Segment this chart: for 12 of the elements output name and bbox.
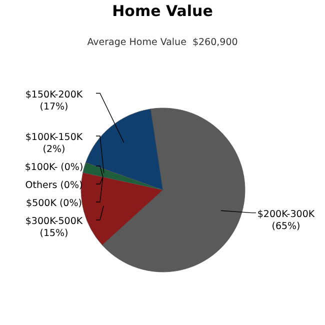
chart-subtitle: Average Home Value $260,900 [87, 37, 238, 48]
data-label: (65%) [272, 220, 300, 232]
chart-title: Home Value [112, 2, 213, 20]
category-label: $500K (0%) [26, 198, 82, 209]
slice-label: $150K-200K [25, 89, 84, 100]
legend-label: $100K- (0%) [24, 162, 84, 173]
slice-label: $300K-500K [25, 216, 84, 227]
slice-label: $200K-300K [257, 208, 316, 220]
data-label: (15%) [40, 228, 68, 239]
slice-label: $100K-150K [25, 132, 84, 143]
data-label: (2%) [42, 144, 66, 155]
data-label: (17%) [40, 101, 68, 112]
